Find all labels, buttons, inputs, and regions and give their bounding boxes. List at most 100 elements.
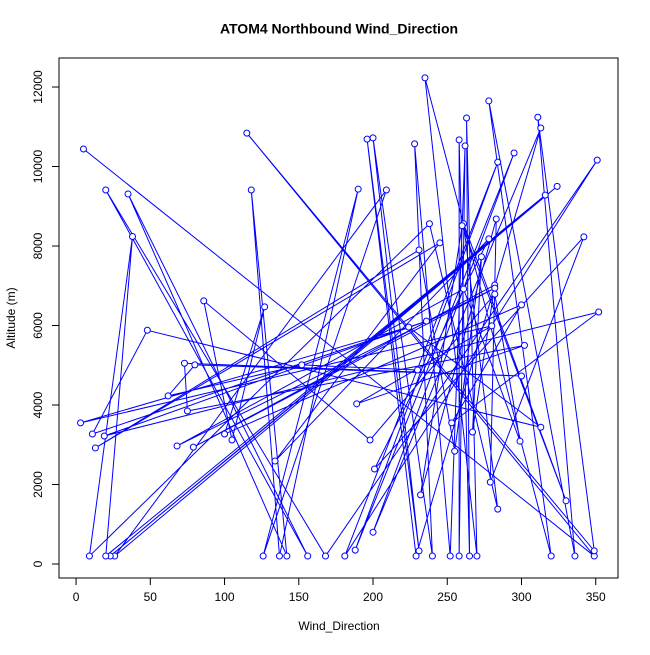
point [590,547,598,555]
point [460,285,468,293]
point [189,443,197,451]
x-axis-label: Wind_Direction [298,619,379,633]
point [417,491,425,499]
point [534,113,542,121]
point [247,186,255,194]
point [517,301,525,309]
point [322,552,330,560]
point [304,552,312,560]
y-tick-label: 2000 [31,471,45,498]
point [517,372,525,380]
point [415,246,423,254]
point [461,142,469,150]
point [191,361,199,369]
point [363,135,371,143]
point [369,528,377,536]
chart-title: ATOM4 Northbound Wind_Direction [220,21,458,37]
point [491,284,499,292]
point [571,552,579,560]
point [124,190,132,198]
plot-frame [58,57,619,579]
point [298,361,306,369]
x-tick-label: 0 [73,590,80,604]
point [455,136,463,144]
point [448,419,456,427]
point [173,442,181,450]
point [547,552,555,560]
point [485,97,493,105]
y-axis-label: Altitude (m) [4,287,18,348]
point [562,497,570,505]
point [366,436,374,444]
x-tick-label: 100 [215,590,235,604]
point [183,407,191,415]
point [79,145,87,153]
point [428,552,436,560]
point [451,447,459,455]
point [243,129,251,137]
point [415,547,423,555]
point [180,359,188,367]
point [382,186,390,194]
point [446,552,454,560]
point [580,233,588,241]
point [485,235,493,243]
point [353,400,361,408]
series-line [80,77,600,558]
point [371,465,379,473]
point [259,552,267,560]
point [100,432,108,440]
point [354,185,362,193]
y-tick-label: 6000 [31,312,45,339]
point [164,392,172,400]
point [88,430,96,438]
x-tick-label: 200 [363,590,383,604]
point [455,552,463,560]
point [466,552,474,560]
point [414,366,422,374]
point [351,546,359,554]
point [425,220,433,228]
point [341,552,349,560]
point [491,290,499,298]
point [494,505,502,513]
x-tick-label: 300 [511,590,531,604]
point [537,423,545,431]
point [412,552,420,560]
point [494,158,502,166]
point [488,322,496,330]
point [520,341,528,349]
point [261,303,269,311]
point [102,186,110,194]
point [91,444,99,452]
x-tick-label: 50 [144,590,158,604]
point [421,74,429,82]
y-tick-label: 8000 [31,232,45,259]
point [422,317,430,325]
y-tick-label: 0 [31,560,45,567]
point [405,323,413,331]
point [473,552,481,560]
point [283,552,291,560]
point [510,149,518,157]
point [593,156,601,164]
point [458,222,466,230]
point [516,437,524,445]
x-tick-label: 150 [289,590,309,604]
point [537,124,545,132]
point [85,552,93,560]
y-tick-label: 10000 [31,150,45,184]
point [492,215,500,223]
point [477,253,485,261]
y-tick-label: 12000 [31,70,45,104]
point [553,182,561,190]
point [128,232,136,240]
y-tick-label: 4000 [31,391,45,418]
x-tick-label: 250 [437,590,457,604]
point [271,457,279,465]
point [436,239,444,247]
point [102,552,110,560]
point [486,478,494,486]
point [143,326,151,334]
